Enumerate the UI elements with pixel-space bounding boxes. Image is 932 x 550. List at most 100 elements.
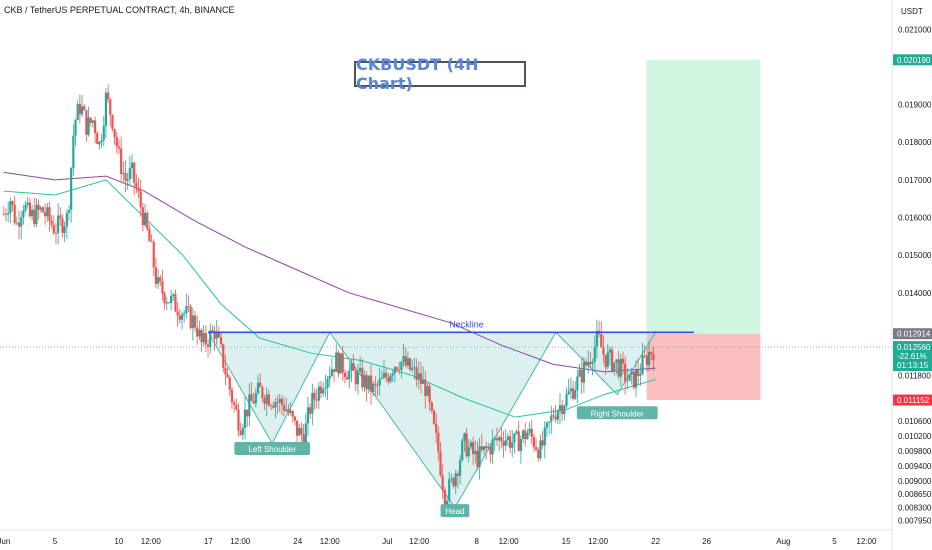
candle-body xyxy=(122,173,125,175)
candle-body xyxy=(441,475,444,490)
candle-body xyxy=(20,217,23,227)
price-badge xyxy=(893,328,932,340)
candle-body xyxy=(435,423,438,433)
candle-body xyxy=(172,294,175,296)
candle-body xyxy=(287,409,290,413)
pattern-label-text: Right Shoulder xyxy=(591,409,644,418)
candle-body xyxy=(639,374,642,376)
target-zone xyxy=(646,59,761,334)
currency-label: USDT xyxy=(901,7,923,16)
candle-body xyxy=(643,355,646,357)
candle-body xyxy=(183,313,186,315)
candle-body xyxy=(474,450,477,455)
candle-body xyxy=(411,368,414,370)
candle-body xyxy=(422,379,425,384)
candle-body xyxy=(48,207,51,221)
candle-body xyxy=(469,442,473,448)
candle-body xyxy=(302,434,305,447)
candle-body xyxy=(528,428,531,433)
candle-body xyxy=(11,201,14,205)
candle-body xyxy=(400,361,403,371)
candle-body xyxy=(393,367,396,374)
candle-body xyxy=(395,367,399,370)
candle-body xyxy=(98,142,101,145)
candle-body xyxy=(602,347,605,355)
candle-body xyxy=(402,356,405,362)
candle-body xyxy=(647,352,651,366)
price-axis[interactable]: USDT 0.021000 0.019000 0.018000 0.017000 0.01… xyxy=(898,7,932,526)
candle-body xyxy=(217,331,221,338)
candle-body xyxy=(515,431,518,434)
candle-body xyxy=(239,430,242,435)
x-tick-label: 24 xyxy=(293,537,302,546)
candle-body xyxy=(450,478,453,480)
y-tick-label: 0.009800 xyxy=(898,447,932,456)
candle-body xyxy=(167,302,171,304)
candle-body xyxy=(508,436,512,448)
stop-zone xyxy=(646,333,761,401)
candle-body xyxy=(300,427,303,435)
candle-body xyxy=(285,409,288,411)
candle-body xyxy=(102,125,105,141)
candle-body xyxy=(621,358,625,364)
candle-body xyxy=(128,167,131,179)
symbol-header: CKB / TetherUS PERPETUAL CONTRACT, 4h, B… xyxy=(4,5,235,15)
candle-body xyxy=(380,377,383,379)
candle-body xyxy=(7,213,10,215)
candle-body xyxy=(9,201,12,214)
candle-body xyxy=(2,213,5,215)
candle-body xyxy=(198,329,201,337)
candle-body xyxy=(115,136,118,147)
candle-body xyxy=(567,391,570,395)
candle-body xyxy=(374,383,377,386)
candle-body xyxy=(454,473,457,487)
candle-body xyxy=(591,361,594,364)
candle-body xyxy=(471,442,475,455)
pattern-label-box xyxy=(576,406,658,420)
candle-body xyxy=(272,405,275,408)
pattern-labels: Left Shoulder Head Right Shoulder xyxy=(234,406,658,518)
candle-body xyxy=(74,119,77,136)
candle-body xyxy=(46,207,49,217)
candle-body xyxy=(250,394,253,401)
y-tick-label: 0.018000 xyxy=(898,138,932,147)
time-axis[interactable]: Jun 5 10 12:00 17 12:00 24 12:00 Jul 12:00 8 12:00 1… xyxy=(0,537,877,546)
candle-body xyxy=(408,358,412,370)
price-badge xyxy=(893,394,932,406)
candle-body xyxy=(93,120,97,134)
candle-body xyxy=(33,209,36,225)
candle-body xyxy=(41,207,45,213)
candle-body xyxy=(630,371,633,375)
candle-body xyxy=(615,359,618,363)
candle-body xyxy=(261,387,264,399)
candle-body xyxy=(326,378,329,388)
x-tick-label: 10 xyxy=(114,537,123,546)
candle-body xyxy=(537,449,540,459)
current-info-text: 01:13:15 xyxy=(897,361,929,370)
candle-body xyxy=(96,133,99,145)
candle-body xyxy=(595,330,599,347)
price-badges: 0.0201900.0129140.0125600.011152-22.61%0… xyxy=(893,54,932,406)
candle-body xyxy=(498,437,501,441)
candle-body xyxy=(306,407,310,424)
candle-body xyxy=(467,447,470,457)
candle-body xyxy=(372,383,375,392)
x-tick-label: 12:00 xyxy=(856,537,877,546)
candle-body xyxy=(211,330,214,332)
y-tick-label: 0.010600 xyxy=(898,417,932,426)
candle-body xyxy=(209,330,212,347)
y-tick-label: 0.016000 xyxy=(898,214,932,223)
candle-body xyxy=(478,446,481,467)
x-tick-label: 12:00 xyxy=(588,537,609,546)
candle-body xyxy=(224,367,227,375)
candle-body xyxy=(185,306,188,314)
candle-body xyxy=(109,99,112,116)
y-tick-label: 0.008300 xyxy=(898,503,932,512)
candle-body xyxy=(491,439,494,455)
candle-body xyxy=(359,367,362,372)
candle-body xyxy=(317,386,320,401)
candle-body xyxy=(259,382,262,388)
candle-body xyxy=(200,329,203,343)
candle-body xyxy=(626,380,629,382)
